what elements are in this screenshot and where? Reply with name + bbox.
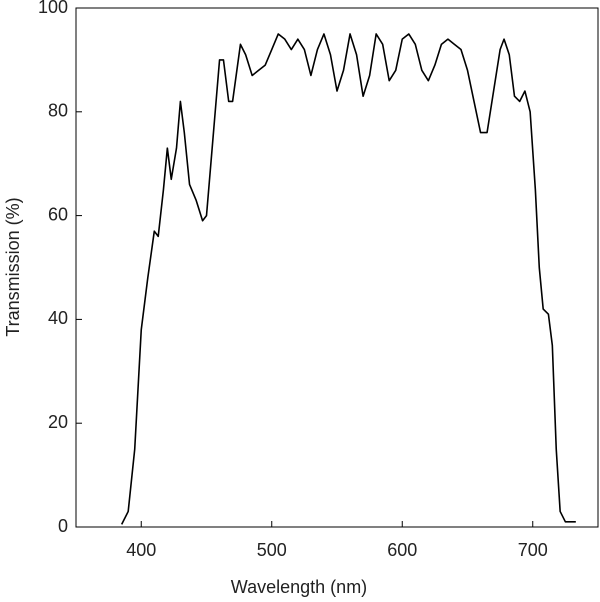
y-tick-label: 0 bbox=[58, 516, 68, 536]
data-line bbox=[120, 33, 576, 525]
x-tick-label: 500 bbox=[257, 540, 287, 560]
x-tick-label: 600 bbox=[387, 540, 417, 560]
x-tick-label: 400 bbox=[126, 540, 156, 560]
y-tick-label: 60 bbox=[48, 204, 68, 224]
x-axis-label: Wavelength (nm) bbox=[231, 577, 367, 597]
y-axis-label: Transmission (%) bbox=[3, 197, 23, 336]
x-tick-label: 700 bbox=[518, 540, 548, 560]
y-tick-label: 80 bbox=[48, 101, 68, 121]
y-tick-label: 20 bbox=[48, 412, 68, 432]
y-tick-label: 40 bbox=[48, 308, 68, 328]
y-tick-label: 100 bbox=[38, 0, 68, 17]
plot-frame bbox=[75, 7, 599, 528]
